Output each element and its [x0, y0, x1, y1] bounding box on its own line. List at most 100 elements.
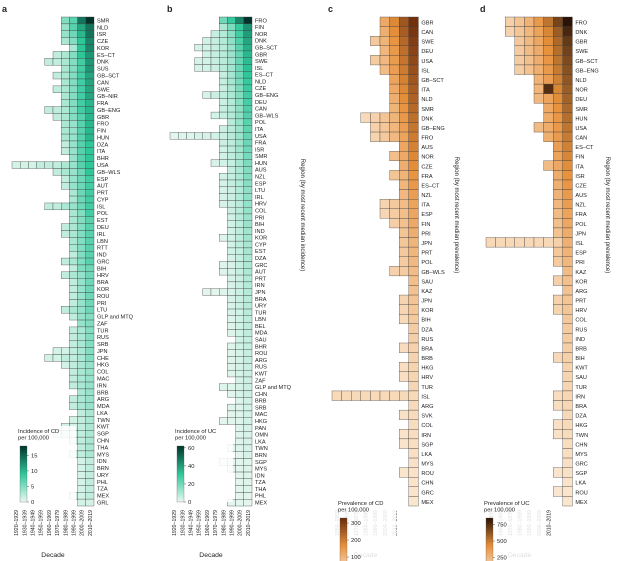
heatmap-cell — [77, 292, 86, 300]
heatmap-cell — [69, 381, 78, 390]
heatmap-cell — [379, 64, 390, 75]
heatmap-cell — [243, 30, 253, 38]
heatmap-cell — [389, 199, 400, 209]
heatmap-row: TWN — [553, 429, 588, 440]
heatmap-cell — [399, 390, 409, 401]
heatmap-cell — [379, 16, 390, 27]
heatmap-cell — [202, 43, 212, 52]
heatmap-cell — [243, 71, 253, 79]
heatmap-cell — [77, 409, 86, 417]
row-label: CAN — [97, 80, 109, 86]
heatmap-cell — [360, 112, 371, 123]
heatmap-cell — [399, 122, 409, 133]
heatmap-cell — [408, 256, 419, 267]
heatmap-cell — [235, 186, 244, 194]
heatmap-cell — [61, 127, 70, 135]
heatmap-cell — [408, 45, 419, 56]
row-label: POL — [97, 211, 108, 217]
heatmap-row: ISL — [194, 64, 263, 72]
heatmap-cell — [227, 268, 236, 276]
heatmap-cell — [227, 417, 236, 425]
row-label: ITA — [421, 88, 430, 94]
heatmap-cell — [543, 45, 554, 56]
heatmap-row: IRN — [69, 381, 107, 390]
heatmap-cell — [562, 218, 573, 229]
heatmap-row: DZA — [408, 323, 433, 334]
heatmap-cell — [543, 36, 554, 46]
decade-tick-label: 2010–2019 — [246, 510, 252, 536]
heatmap-cell — [77, 257, 86, 266]
heatmap-cell — [514, 36, 525, 46]
decade-tick-label: 2000–2009 — [238, 510, 244, 536]
heatmap-cell — [219, 268, 228, 276]
heatmap-cell — [85, 23, 95, 31]
heatmap-cell — [562, 429, 573, 440]
heatmap-cell — [85, 92, 95, 100]
heatmap-cell — [219, 132, 228, 140]
heatmap-cell — [243, 152, 253, 160]
heatmap-cell — [61, 51, 70, 59]
heatmap-cell — [524, 45, 535, 56]
row-label: ESP — [575, 251, 586, 257]
row-label: HUN — [97, 135, 109, 141]
heatmap-cell — [77, 430, 86, 438]
row-label: PRT — [421, 251, 433, 257]
heatmap-row: NLD — [61, 23, 108, 31]
row-label: SMR — [255, 154, 267, 160]
heatmap-cell — [524, 64, 535, 75]
heatmap-cell — [77, 333, 86, 341]
heatmap-cell — [61, 147, 70, 155]
legend-tick-label: 5 — [31, 484, 34, 490]
heatmap-cell — [235, 492, 244, 500]
heatmap-row: RUS — [408, 333, 433, 344]
heatmap-row: DEU — [533, 93, 587, 104]
heatmap-row: ITA — [543, 160, 584, 171]
row-label: GB–WLS — [421, 270, 445, 276]
heatmap-cell — [389, 151, 400, 162]
row-label: GB–ENG — [97, 108, 120, 114]
heatmap-cell — [77, 354, 86, 362]
heatmap-cell — [61, 354, 70, 362]
legend-colorbar — [176, 445, 185, 503]
panel-c: c GBR CAN SWE DEU USA ISL GB–SCT ITA NLD SMR DNK GB–… — [328, 4, 459, 561]
heatmap-cell — [69, 23, 78, 31]
heatmap-cell — [210, 37, 220, 45]
legend-title: Incidence of UC — [175, 429, 216, 435]
heatmap-cell — [235, 23, 244, 31]
heatmap-cell — [227, 369, 236, 378]
heatmap-row: PHL — [235, 492, 266, 500]
row-label: NOR — [575, 88, 587, 94]
heatmap-cell — [235, 166, 244, 174]
heatmap-cell — [562, 352, 573, 363]
legend-tick-label: 40 — [188, 464, 194, 470]
heatmap-row: LBN — [227, 315, 266, 323]
heatmap-cell — [28, 161, 37, 169]
row-label: ES–CT — [575, 145, 594, 151]
heatmap-row: FRO — [370, 131, 434, 142]
heatmap-row: ESP — [219, 179, 266, 187]
heatmap-cell — [562, 26, 573, 37]
heatmap-cell — [77, 51, 86, 59]
heatmap-cell — [227, 152, 236, 160]
row-label: TUR — [421, 385, 433, 391]
heatmap-cell — [243, 145, 253, 154]
heatmap-cell — [543, 131, 554, 142]
heatmap-cell — [533, 45, 544, 56]
heatmap-cell — [219, 43, 228, 52]
row-label: DNK — [421, 116, 433, 122]
legend-tick-label: 750 — [497, 523, 507, 529]
heatmap-row: NZL — [553, 199, 586, 209]
heatmap-cell — [219, 261, 228, 269]
row-label: HRV — [97, 273, 109, 279]
row-label: USA — [255, 134, 267, 140]
heatmap-cell — [219, 179, 228, 187]
heatmap-cell — [485, 237, 496, 248]
heatmap-cell — [69, 374, 78, 383]
heatmap-row: GB–SCT — [52, 71, 120, 79]
row-label: PHL — [255, 494, 266, 500]
heatmap-cell — [61, 65, 70, 73]
heatmap-cell — [77, 498, 86, 507]
heatmap-cell — [235, 37, 244, 45]
heatmap-row: HKG — [219, 417, 267, 425]
heatmap-row: FRA — [553, 208, 587, 219]
